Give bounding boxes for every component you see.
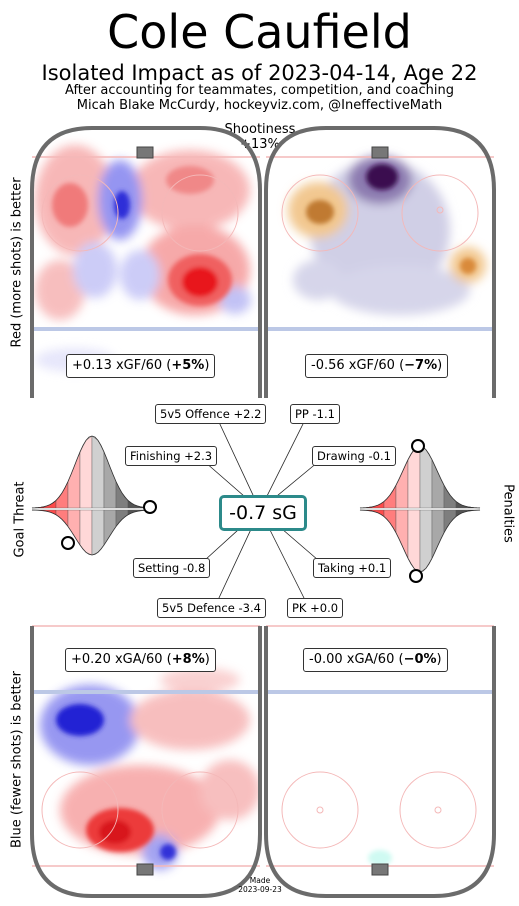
distribution-band bbox=[91, 509, 105, 556]
panel-label-pk-defence: -0.00 xGA/60 (−0%) bbox=[303, 648, 448, 672]
distribution-band bbox=[419, 445, 433, 509]
distribution-marker bbox=[411, 439, 425, 453]
panel-label-5v5-offence: +0.13 xGF/60 (+5%) bbox=[66, 354, 216, 378]
impact-5v5-defence: 5v5 Defence -3.4 bbox=[157, 598, 266, 618]
distribution-band bbox=[395, 459, 409, 509]
panel-label-pp-offence: -0.56 xGF/60 (−7%) bbox=[305, 354, 449, 378]
impact-taking: Taking +0.1 bbox=[313, 558, 392, 578]
net-icon bbox=[136, 863, 154, 876]
heatmap-pp-offence bbox=[288, 156, 486, 315]
heatmap-5v5-offence bbox=[35, 145, 251, 372]
distribution-band bbox=[67, 451, 81, 509]
panel-label-5v5-defence: +0.20 xGA/60 (+8%) bbox=[65, 648, 216, 672]
rink-boards bbox=[30, 126, 496, 898]
summary-sg-value: -0.7 sG bbox=[219, 495, 307, 531]
net-icon bbox=[136, 146, 154, 159]
chart-title: Cole Caufield bbox=[107, 5, 412, 59]
side-label-goal-threat: Goal Threat bbox=[12, 481, 28, 558]
methodology-note: After accounting for teammates, competit… bbox=[65, 83, 454, 98]
goal-threat-distribution bbox=[31, 435, 157, 556]
distribution-band bbox=[431, 459, 445, 509]
impact-drawing: Drawing -0.1 bbox=[312, 446, 396, 466]
distribution-marker bbox=[61, 536, 75, 550]
distribution-outline bbox=[31, 435, 153, 509]
net-icon bbox=[371, 146, 389, 159]
distribution-marker bbox=[409, 569, 423, 583]
distribution-marker bbox=[143, 500, 157, 514]
author-credit: Micah Blake McCurdy, hockeyviz.com, @Ine… bbox=[76, 98, 443, 113]
distribution-band bbox=[103, 451, 117, 509]
side-label-top: Red (more shots) is better bbox=[9, 177, 25, 348]
made-date-value: 2023-09-23 bbox=[238, 885, 282, 894]
impact-finishing: Finishing +2.3 bbox=[125, 446, 218, 466]
distribution-band bbox=[79, 435, 93, 509]
chart-subtitle: Isolated Impact as of 2023-04-14, Age 22 bbox=[41, 61, 478, 85]
impact-pk: PK +0.0 bbox=[287, 598, 344, 618]
side-label-bottom: Blue (fewer shots) is better bbox=[9, 671, 25, 848]
distribution-band bbox=[407, 445, 421, 509]
distribution-band bbox=[407, 509, 421, 573]
impact-5v5-offence: 5v5 Offence +2.2 bbox=[155, 404, 267, 424]
penalties-distribution bbox=[359, 439, 481, 583]
heatmap-pk-defence bbox=[368, 850, 392, 866]
impact-pp: PP -1.1 bbox=[290, 404, 340, 424]
distribution-band bbox=[103, 509, 117, 546]
heatmap-5v5-defence bbox=[40, 668, 260, 870]
made-date: Made 2023-09-23 bbox=[225, 876, 295, 894]
made-label: Made bbox=[249, 876, 271, 885]
distribution-outline bbox=[31, 509, 153, 556]
distribution-band bbox=[79, 509, 93, 556]
impact-setting: Setting -0.8 bbox=[133, 558, 211, 578]
distribution-band bbox=[431, 509, 445, 559]
side-label-penalties: Penalties bbox=[500, 484, 516, 543]
shootiness-label: Shootiness bbox=[224, 122, 296, 137]
distribution-band bbox=[419, 509, 433, 573]
distribution-band bbox=[91, 435, 105, 509]
net-icon bbox=[371, 863, 389, 876]
distribution-band bbox=[395, 509, 409, 559]
